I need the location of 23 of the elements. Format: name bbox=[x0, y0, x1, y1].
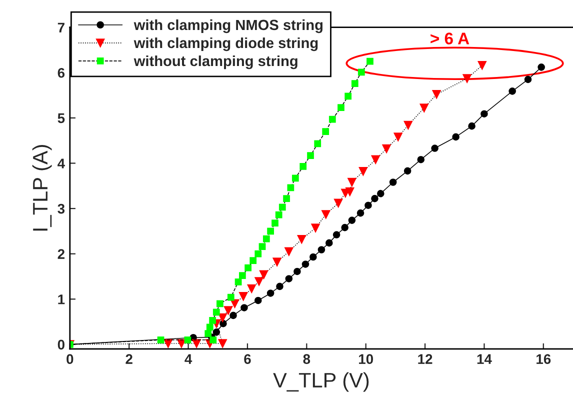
y-tick-label: 3 bbox=[58, 204, 65, 214]
y-tick-label: 7 bbox=[58, 22, 64, 32]
x-tick-label: 12 bbox=[418, 354, 432, 364]
x-tick-label: 6 bbox=[244, 354, 251, 364]
y-tick-label: 6 bbox=[58, 68, 65, 78]
legend-label: without clamping string bbox=[134, 55, 298, 70]
y-tick-label: 2 bbox=[58, 249, 64, 259]
y-tick-label: 0 bbox=[58, 340, 64, 350]
x-tick-label: 10 bbox=[358, 354, 373, 364]
x-tick-label: 16 bbox=[536, 354, 551, 364]
x-axis-title: V_TLP (V) bbox=[273, 372, 369, 392]
annotation: > 6 A bbox=[430, 32, 470, 44]
legend-label: with clamping NMOS string bbox=[134, 19, 322, 34]
legend-label: with clamping diode string bbox=[134, 37, 318, 52]
y-tick-label: 4 bbox=[58, 158, 65, 168]
x-tick-label: 14 bbox=[477, 354, 492, 364]
y-tick-label: 5 bbox=[58, 113, 65, 124]
x-tick-label: 4 bbox=[184, 354, 192, 364]
x-tick-label: 0 bbox=[66, 354, 74, 364]
x-tick-label: 2 bbox=[126, 354, 132, 364]
y-axis-title: I_TLP (A) bbox=[32, 145, 52, 231]
y-tick-label: 1 bbox=[58, 294, 65, 304]
x-tick-label: 8 bbox=[303, 354, 310, 364]
